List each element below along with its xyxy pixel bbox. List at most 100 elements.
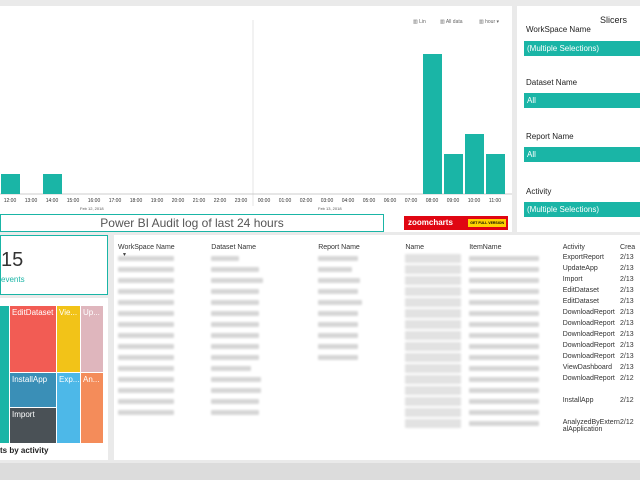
table-row[interactable]: DownloadReport 2/13: [118, 331, 640, 342]
table-cell-activity: Import: [562, 276, 583, 283]
date-label-feb13: Feb 13, 2018: [318, 206, 342, 211]
table-cell-redacted: [405, 364, 469, 375]
date-label-feb12: Feb 12, 2018: [80, 206, 104, 211]
table-cell-redacted: [211, 320, 318, 331]
table-row[interactable]: DownloadReport 2/13: [118, 342, 640, 353]
table-row[interactable]: ExportReport 2/13: [118, 254, 640, 265]
report-slicer[interactable]: All: [524, 147, 640, 162]
table-cell-redacted: [405, 298, 469, 309]
col-header-itemname[interactable]: ItemName: [469, 243, 502, 251]
table-cell-activity: DownloadReport: [562, 375, 615, 382]
audit-log-table: WorkSpace Name Dataset Name Report Name …: [118, 240, 640, 433]
treemap-caption: ts by activity: [0, 446, 49, 455]
table-cell-created: 2/13: [620, 342, 634, 349]
bar-0900[interactable]: [444, 154, 463, 194]
table-row[interactable]: DownloadReport 2/13: [118, 320, 640, 331]
bar-1100[interactable]: [486, 154, 505, 194]
treemap-tile-view[interactable]: Vie...: [57, 306, 80, 372]
activity-slicer[interactable]: (Multiple Selections): [524, 202, 640, 217]
table-cell-activity: DownloadReport: [562, 309, 615, 316]
table-cell-redacted: [118, 364, 211, 375]
interval-dropdown[interactable]: ▥ hour ▾: [479, 19, 500, 25]
scale-toggle[interactable]: ▥ Lin: [413, 19, 426, 25]
zoomcharts-logo[interactable]: zoomcharts GET FULL VERSION: [404, 216, 508, 230]
table-cell-redacted: [318, 298, 405, 309]
table-cell-created: 2/13: [620, 287, 634, 294]
table-row[interactable]: DownloadReport 2/13: [118, 353, 640, 364]
table-cell-redacted: [118, 298, 211, 309]
table-cell-redacted: [405, 287, 469, 298]
col-header-report[interactable]: Report Name: [318, 243, 360, 251]
tick-label: 18:00: [130, 198, 143, 204]
col-header-dataset[interactable]: Dataset Name: [211, 243, 257, 251]
col-header-workspace[interactable]: WorkSpace Name: [118, 243, 175, 251]
activity-slicer-label: Activity: [526, 187, 552, 196]
dataset-slicer[interactable]: All: [524, 93, 640, 108]
table-cell-redacted: [405, 397, 469, 408]
table-cell-redacted: [405, 254, 469, 265]
workspace-slicer[interactable]: (Multiple Selections): [524, 41, 640, 56]
data-range-label: All data: [445, 19, 463, 25]
table-cell-redacted: [318, 331, 405, 342]
table-cell-activity: AnalyzedByExternalApplication: [562, 419, 620, 433]
bar-0800[interactable]: [423, 54, 442, 194]
table-row[interactable]: [118, 408, 640, 419]
table-row[interactable]: UpdateApp 2/13: [118, 265, 640, 276]
table-row[interactable]: DownloadReport 2/12: [118, 375, 640, 386]
treemap-tile-import[interactable]: Import: [10, 408, 56, 443]
col-header-created[interactable]: Crea: [620, 243, 636, 251]
sort-desc-icon[interactable]: ▼: [122, 252, 127, 258]
table-row[interactable]: Import 2/13: [118, 276, 640, 287]
treemap-tile-installapp[interactable]: InstallApp: [10, 373, 56, 407]
treemap-tile-export[interactable]: Exp...: [57, 373, 80, 443]
table-row[interactable]: EditDataset 2/13: [118, 298, 640, 309]
table-cell-redacted: [469, 276, 563, 287]
table-cell-redacted: [469, 254, 563, 265]
table-cell-redacted: [118, 419, 211, 433]
table-cell-created: 2/13: [620, 320, 634, 327]
activity-treemap-panel: EditDataset Vie... Up... InstallApp Exp.…: [0, 298, 108, 460]
bar-chart[interactable]: 12:00 13:00 14:00 15:00 16:00 17:00 18:00 19:00…: [0, 6, 512, 214]
col-header-activity[interactable]: Activity: [562, 243, 585, 251]
event-count-card[interactable]: 15 events: [0, 235, 108, 295]
table-row[interactable]: EditDataset 2/13: [118, 287, 640, 298]
tick-label: 01:00: [279, 198, 292, 204]
table-row[interactable]: AnalyzedByExternalApplication 2/12: [118, 419, 640, 433]
tick-label: 20:00: [172, 198, 185, 204]
table-row[interactable]: ViewDashboard 2/13: [118, 364, 640, 375]
table-row[interactable]: DownloadReport 2/13: [118, 309, 640, 320]
bar-1200[interactable]: [1, 174, 20, 194]
table-cell-redacted: [118, 309, 211, 320]
table-cell-redacted: [211, 331, 318, 342]
tick-label: 22:00: [214, 198, 227, 204]
table-row[interactable]: InstallApp 2/12: [118, 397, 640, 408]
table-cell-activity: ExportReport: [562, 254, 604, 261]
table-cell-activity: InstallApp: [562, 397, 594, 404]
table-cell-redacted: [405, 331, 469, 342]
bar-1400[interactable]: [43, 174, 62, 194]
tick-label: 17:00: [109, 198, 122, 204]
full-version-badge[interactable]: GET FULL VERSION: [468, 219, 506, 227]
scale-label: Lin: [419, 19, 426, 25]
table-cell-redacted: [211, 397, 318, 408]
bar-1000[interactable]: [465, 134, 484, 194]
treemap-tile-analyze[interactable]: An...: [81, 373, 103, 443]
table-cell-redacted: [405, 309, 469, 320]
table-cell-redacted: [469, 375, 563, 386]
table-cell-activity: EditDataset: [562, 298, 599, 305]
tick-label: 11:00: [489, 198, 501, 204]
audit-log-table-panel: ▼ WorkSpace Name Dataset Name Report Nam…: [114, 235, 640, 460]
data-range-toggle[interactable]: ▥ All data: [440, 19, 463, 25]
tick-label: 23:00: [235, 198, 248, 204]
table-cell-redacted: [469, 287, 563, 298]
table-cell-redacted: [211, 298, 318, 309]
treemap-tile-update[interactable]: Up...: [81, 306, 103, 372]
table-row[interactable]: [118, 386, 640, 397]
table-cell-activity: DownloadReport: [562, 320, 615, 327]
table-cell-activity: UpdateApp: [562, 265, 598, 272]
table-cell-redacted: [469, 331, 563, 342]
treemap-tile-other[interactable]: [0, 306, 9, 443]
col-header-name[interactable]: Name: [405, 243, 425, 251]
table-cell-redacted: [118, 408, 211, 419]
treemap-tile-editdataset[interactable]: EditDataset: [10, 306, 56, 372]
